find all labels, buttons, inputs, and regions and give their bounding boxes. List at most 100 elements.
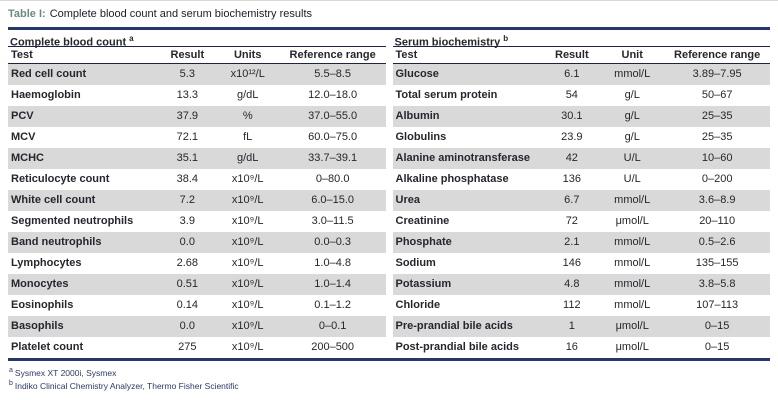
result-cell: 35.1 xyxy=(176,152,199,164)
serum-section-header: Serum biochemistry b xyxy=(392,30,770,49)
table-row: Band neutrophils 0.0 x10⁹/L 0.0–0.3 xyxy=(8,231,386,253)
serum-table-body: Glucose 6.1 mmol/L 3.89–7.95 Total serum pro… xyxy=(392,63,771,358)
result-cell: 13.3 xyxy=(176,89,199,101)
reference-range-cell: 0–15 xyxy=(704,341,730,353)
test-name-cell: MCV xyxy=(11,131,36,143)
test-name-cell: White cell count xyxy=(11,194,96,206)
table-row: Alanine aminotransferase 42 U/L 10–60 xyxy=(392,147,770,169)
table-row: White cell count 7.2 x10⁹/L 6.0–15.0 xyxy=(8,189,386,211)
table-row: Potassium 4.8 mmol/L 3.8–5.8 xyxy=(392,273,770,295)
unit-cell: mmol/L xyxy=(614,257,651,269)
test-name-cell: Alanine aminotransferase xyxy=(395,152,531,164)
reference-range-cell: 33.7–39.1 xyxy=(308,152,358,164)
table-row: Total serum protein 54 g/L 50–67 xyxy=(393,85,771,106)
test-name-cell: Creatinine xyxy=(395,215,450,227)
complete-blood-count-table: Complete blood count a Test Result Units … xyxy=(8,30,386,358)
test-name-cell: Platelet count xyxy=(11,341,84,353)
reference-range-cell: 0–80.0 xyxy=(315,173,350,185)
column-header-reference-range: Reference range xyxy=(674,48,761,61)
unit-cell: μmol/L xyxy=(615,215,649,227)
result-cell: 30.1 xyxy=(561,110,583,122)
table-row: MCHC 35.1 g/dL 33.7–39.1 xyxy=(8,147,386,169)
table-row: Urea 6.7 mmol/L 3.6–8.9 xyxy=(392,189,770,211)
reference-range-cell: 12.0–18.0 xyxy=(308,89,358,101)
unit-cell: mmol/L xyxy=(614,299,651,311)
reference-range-cell: 0–0.1 xyxy=(318,320,347,332)
reference-range-cell: 20–110 xyxy=(699,215,736,227)
table-row: Red cell count 5.3 x10¹²/L 5.5–8.5 xyxy=(8,63,386,85)
test-name-cell: Chloride xyxy=(395,299,441,311)
test-name-cell: Reticulocyte count xyxy=(11,173,110,185)
unit-cell: x10⁹/L xyxy=(231,299,264,311)
unit-cell: mmol/L xyxy=(614,236,651,248)
reference-range-cell: 0.0–0.3 xyxy=(314,236,351,248)
footnote-b-text: Indiko Clinical Chemistry Analyzer, Ther… xyxy=(14,381,239,392)
reference-range-cell: 1.0–1.4 xyxy=(314,278,351,290)
result-cell: 6.7 xyxy=(564,194,580,206)
footnote-b: b Indiko Clinical Chemistry Analyzer, The… xyxy=(9,378,770,392)
serum-footnote-marker: b xyxy=(503,34,509,43)
result-cell: 3.9 xyxy=(179,215,195,227)
cbc-section-title: Complete blood count xyxy=(10,36,127,49)
table-row: Chloride 112 mmol/L 107–113 xyxy=(393,295,771,316)
serum-biochemistry-table: Serum biochemistry b Test Result Unit Ref… xyxy=(392,30,771,358)
table-row: Reticulocyte count 38.4 x10⁹/L 0–80.0 xyxy=(8,169,386,190)
reference-range-cell: 3.0–11.5 xyxy=(311,215,354,227)
serum-column-header-row: Test Result Unit Reference range xyxy=(392,47,770,64)
result-cell: 54 xyxy=(565,89,578,101)
result-cell: 38.4 xyxy=(176,173,199,185)
reference-range-cell: 1.0–4.8 xyxy=(314,257,351,269)
result-cell: 275 xyxy=(178,341,197,353)
table-row: MCV 72.1 fL 60.0–75.0 xyxy=(8,127,386,148)
reference-range-cell: 200–500 xyxy=(311,341,355,353)
result-cell: 4.8 xyxy=(564,278,580,290)
result-cell: 112 xyxy=(563,299,581,311)
tables-container: Complete blood count a Test Result Units … xyxy=(8,27,770,361)
test-name-cell: Pre-prandial bile acids xyxy=(395,320,513,332)
result-cell: 1 xyxy=(568,320,575,332)
result-cell: 72.1 xyxy=(176,131,199,143)
unit-cell: mmol/L xyxy=(614,194,651,206)
test-name-cell: Alkaline phosphatase xyxy=(395,173,509,185)
reference-range-cell: 6.0–15.0 xyxy=(311,194,355,206)
result-cell: 72 xyxy=(565,215,578,227)
reference-range-cell: 3.6–8.9 xyxy=(698,194,736,206)
cbc-footnote-marker: a xyxy=(129,34,134,43)
test-name-cell: Lymphocytes xyxy=(11,257,82,269)
unit-cell: U/L xyxy=(623,152,641,164)
footnote-a: a Sysmex XT 2000i, Sysmex xyxy=(9,365,770,379)
table-row: Platelet count 275 x10⁹/L 200–500 xyxy=(8,337,386,358)
result-cell: 2.1 xyxy=(564,236,580,248)
column-header-units: Units xyxy=(233,48,262,61)
unit-cell: μmol/L xyxy=(615,341,649,353)
serum-section-title: Serum biochemistry xyxy=(394,36,501,49)
reference-range-cell: 0.1–1.2 xyxy=(314,299,351,311)
test-name-cell: Band neutrophils xyxy=(11,236,102,248)
column-header-reference-range: Reference range xyxy=(289,48,376,61)
result-cell: 42 xyxy=(565,152,578,164)
table-row: Haemoglobin 13.3 g/dL 12.0–18.0 xyxy=(8,85,386,106)
test-name-cell: Eosinophils xyxy=(11,299,74,311)
column-header-result: Result xyxy=(170,48,205,61)
column-header-test: Test xyxy=(11,48,33,61)
unit-cell: x10⁹/L xyxy=(231,320,264,332)
result-cell: 23.9 xyxy=(561,131,583,143)
unit-cell: mmol/L xyxy=(614,278,651,290)
unit-cell: x10⁹/L xyxy=(231,215,264,227)
reference-range-cell: 50–67 xyxy=(701,89,733,101)
test-name-cell: Sodium xyxy=(395,257,436,269)
test-name-cell: Post-prandial bile acids xyxy=(395,341,519,353)
test-name-cell: Potassium xyxy=(395,278,452,290)
table-caption-label: Table I: xyxy=(8,8,46,20)
table-row: Post-prandial bile acids 16 μmol/L 0–15 xyxy=(393,337,771,358)
reference-range-cell: 107–113 xyxy=(696,299,739,311)
table-row: Glucose 6.1 mmol/L 3.89–7.95 xyxy=(392,63,770,85)
footnote-b-marker: b xyxy=(9,380,13,388)
result-cell: 0.14 xyxy=(176,299,199,311)
test-name-cell: Globulins xyxy=(395,131,447,143)
table-row: Eosinophils 0.14 x10⁹/L 0.1–1.2 xyxy=(8,295,386,316)
unit-cell: x10¹²/L xyxy=(230,68,265,80)
cbc-table-body: Red cell count 5.3 x10¹²/L 5.5–8.5 Haemoglob… xyxy=(8,63,386,358)
unit-cell: g/dL xyxy=(237,152,259,164)
table-row: Creatinine 72 μmol/L 20–110 xyxy=(393,211,771,232)
